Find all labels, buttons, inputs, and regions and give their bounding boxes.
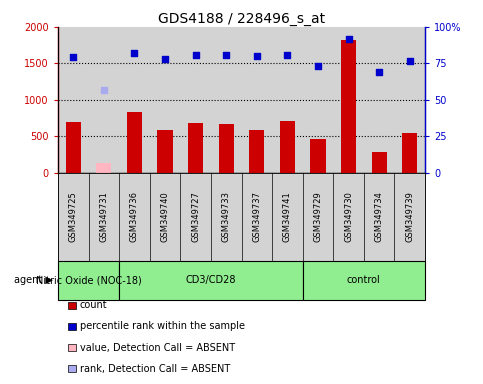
Text: GSM349730: GSM349730: [344, 192, 353, 242]
Text: GSM349727: GSM349727: [191, 192, 200, 242]
Point: [130, 50, 138, 56]
Bar: [341, 40, 356, 173]
Point: [222, 52, 230, 58]
Bar: [219, 124, 234, 173]
Text: Nitric Oxide (NOC-18): Nitric Oxide (NOC-18): [36, 275, 142, 285]
Point: [192, 51, 199, 58]
Text: percentile rank within the sample: percentile rank within the sample: [80, 321, 245, 331]
Text: GSM349736: GSM349736: [130, 192, 139, 242]
Text: CD3/CD28: CD3/CD28: [185, 275, 236, 285]
Bar: [280, 121, 295, 173]
Text: GSM349725: GSM349725: [69, 192, 78, 242]
Bar: [371, 152, 387, 173]
Text: GSM349739: GSM349739: [405, 192, 414, 242]
Text: GSM349734: GSM349734: [375, 192, 384, 242]
Text: value, Detection Call = ABSENT: value, Detection Call = ABSENT: [80, 343, 235, 353]
Text: GSM349731: GSM349731: [99, 192, 108, 242]
Text: GSM349737: GSM349737: [252, 192, 261, 242]
Point: [161, 56, 169, 63]
Point: [253, 53, 261, 60]
Text: GDS4188 / 228496_s_at: GDS4188 / 228496_s_at: [158, 12, 325, 25]
Bar: [96, 163, 112, 173]
Bar: [249, 130, 265, 173]
Bar: [311, 139, 326, 173]
Point: [314, 63, 322, 69]
Point: [100, 86, 108, 93]
Text: agent ▶: agent ▶: [14, 275, 53, 285]
Text: GSM349740: GSM349740: [160, 192, 170, 242]
Bar: [188, 123, 203, 173]
Bar: [127, 112, 142, 173]
Text: count: count: [80, 300, 107, 310]
Text: control: control: [347, 275, 381, 285]
Point: [70, 54, 77, 60]
Point: [345, 36, 353, 42]
Bar: [66, 122, 81, 173]
Bar: [402, 133, 417, 173]
Text: rank, Detection Call = ABSENT: rank, Detection Call = ABSENT: [80, 364, 230, 374]
Point: [406, 58, 413, 64]
Point: [375, 69, 383, 75]
Text: GSM349741: GSM349741: [283, 192, 292, 242]
Bar: [157, 130, 173, 173]
Text: GSM349733: GSM349733: [222, 192, 231, 242]
Point: [284, 51, 291, 58]
Text: GSM349729: GSM349729: [313, 192, 323, 242]
